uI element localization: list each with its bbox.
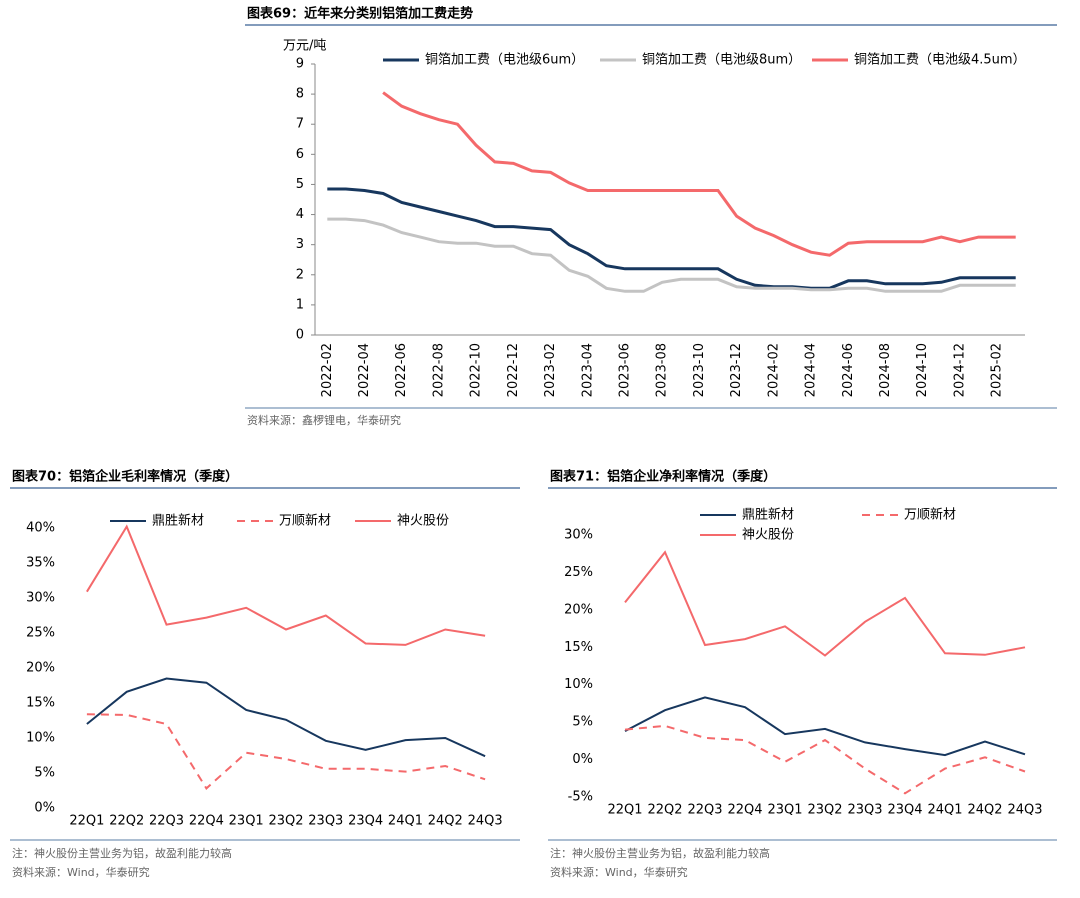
x-tick-label: 2023-08 xyxy=(655,343,670,397)
x-tick-label: 24Q3 xyxy=(1007,803,1042,818)
x-tick-label: 23Q1 xyxy=(229,814,264,829)
y-tick-label: 0 xyxy=(296,328,304,343)
x-tick-label: 22Q4 xyxy=(727,803,762,818)
y-tick-label: 25% xyxy=(26,626,55,641)
y-tick-label: 5% xyxy=(34,766,55,781)
chart-title: 图表69：近年来分类别铝箔加工费走势 xyxy=(247,6,473,22)
x-tick-label: 24Q2 xyxy=(428,814,463,829)
y-tick-label: 3 xyxy=(296,237,304,252)
chart-title: 图表70：铝箔企业毛利率情况（季度） xyxy=(12,469,238,485)
chart-title: 图表71：铝箔企业净利率情况（季度） xyxy=(550,469,776,485)
x-tick-label: 2022-04 xyxy=(357,343,372,397)
source: 资料来源：Wind，华泰研究 xyxy=(12,865,150,879)
legend-label: 铜箔加工费（电池级8um） xyxy=(642,52,801,68)
y-tick-label: 15% xyxy=(26,696,55,711)
x-tick-label: 2024-04 xyxy=(804,343,819,397)
y-tick-label: 30% xyxy=(26,591,55,606)
x-tick-label: 23Q1 xyxy=(767,803,802,818)
y-tick-label: 7 xyxy=(296,117,304,132)
series-line xyxy=(624,550,1026,657)
x-tick-label: 2023-06 xyxy=(617,343,632,397)
y-tick-label: 5 xyxy=(296,177,304,192)
x-tick-label: 2022-10 xyxy=(469,343,484,397)
series-line xyxy=(86,524,486,646)
y-tick-label: 40% xyxy=(26,521,55,536)
y-tick-label: 8 xyxy=(296,87,304,102)
x-tick-label: 22Q1 xyxy=(69,814,104,829)
y-tick-label: 6 xyxy=(296,147,304,162)
x-tick-label: 2023-10 xyxy=(692,343,707,397)
x-tick-label: 23Q4 xyxy=(348,814,383,829)
legend-label: 神火股份 xyxy=(397,514,449,529)
x-tick-label: 2024-08 xyxy=(878,343,893,397)
y-tick-label: 25% xyxy=(564,565,593,580)
x-tick-label: 22Q2 xyxy=(647,803,682,818)
series-line xyxy=(86,677,486,758)
series-line xyxy=(327,217,1016,293)
x-tick-label: 23Q3 xyxy=(308,814,343,829)
legend-label: 万顺新材 xyxy=(279,513,331,529)
y-axis-label: 万元/吨 xyxy=(283,39,326,54)
series-line xyxy=(327,187,1016,290)
y-tick-label: 0% xyxy=(572,752,593,767)
x-tick-label: 23Q3 xyxy=(847,803,882,818)
x-tick-label: 22Q4 xyxy=(189,814,224,829)
series-line xyxy=(382,91,1016,257)
x-tick-label: 2023-04 xyxy=(580,343,595,397)
x-tick-label: 24Q1 xyxy=(927,803,962,818)
legend-label: 万顺新材 xyxy=(904,507,956,523)
series-line xyxy=(624,724,1026,795)
y-tick-label: 20% xyxy=(564,602,593,617)
legend-label: 铜箔加工费（电池级6um） xyxy=(425,52,584,68)
x-tick-label: 23Q4 xyxy=(887,803,922,818)
x-tick-label: 22Q3 xyxy=(687,803,722,818)
y-tick-label: 1 xyxy=(296,297,304,312)
note: 注：神火股份主营业务为铝，故盈利能力较高 xyxy=(12,846,232,860)
x-tick-label: 2022-08 xyxy=(431,343,446,397)
x-tick-label: 23Q2 xyxy=(807,803,842,818)
x-tick-label: 24Q1 xyxy=(388,814,423,829)
x-tick-label: 2024-02 xyxy=(766,343,781,397)
x-tick-label: 2023-12 xyxy=(729,343,744,397)
y-tick-label: 0% xyxy=(34,801,55,816)
x-tick-label: 2024-12 xyxy=(952,343,967,397)
x-tick-label: 2024-06 xyxy=(841,343,856,397)
x-tick-label: 2024-10 xyxy=(915,343,930,397)
x-tick-label: 2023-02 xyxy=(543,343,558,397)
legend-label: 铜箔加工费（电池级4.5um） xyxy=(854,52,1026,68)
series-line xyxy=(86,713,486,790)
x-tick-label: 2025-02 xyxy=(990,343,1005,397)
x-tick-label: 23Q2 xyxy=(268,814,303,829)
legend-label: 鼎胜新材 xyxy=(742,507,794,523)
y-tick-label: 9 xyxy=(296,57,304,72)
y-tick-label: 5% xyxy=(572,715,593,730)
y-tick-label: 35% xyxy=(26,556,55,571)
x-tick-label: 2022-06 xyxy=(394,343,409,397)
y-tick-label: 2 xyxy=(296,267,304,282)
x-tick-label: 2022-12 xyxy=(506,343,521,397)
source: 资料来源：鑫椤锂电，华泰研究 xyxy=(247,413,401,427)
x-tick-label: 24Q2 xyxy=(967,803,1002,818)
y-tick-label: 20% xyxy=(26,661,55,676)
x-tick-label: 22Q1 xyxy=(607,803,642,818)
source: 资料来源：Wind，华泰研究 xyxy=(550,865,688,879)
note: 注：神火股份主营业务为铝，故盈利能力较高 xyxy=(550,846,770,860)
legend-label: 神火股份 xyxy=(742,528,794,543)
y-tick-label: 10% xyxy=(564,677,593,692)
y-tick-label: 4 xyxy=(296,207,304,222)
y-tick-label: 15% xyxy=(564,640,593,655)
x-tick-label: 24Q3 xyxy=(468,814,503,829)
y-tick-label: 30% xyxy=(564,528,593,543)
y-tick-label: 10% xyxy=(26,731,55,746)
x-tick-label: 22Q2 xyxy=(109,814,144,829)
legend-label: 鼎胜新材 xyxy=(152,513,204,529)
series-line xyxy=(624,696,1026,757)
x-tick-label: 22Q3 xyxy=(149,814,184,829)
y-tick-label: -5% xyxy=(568,790,593,805)
x-tick-label: 2022-02 xyxy=(320,343,335,397)
